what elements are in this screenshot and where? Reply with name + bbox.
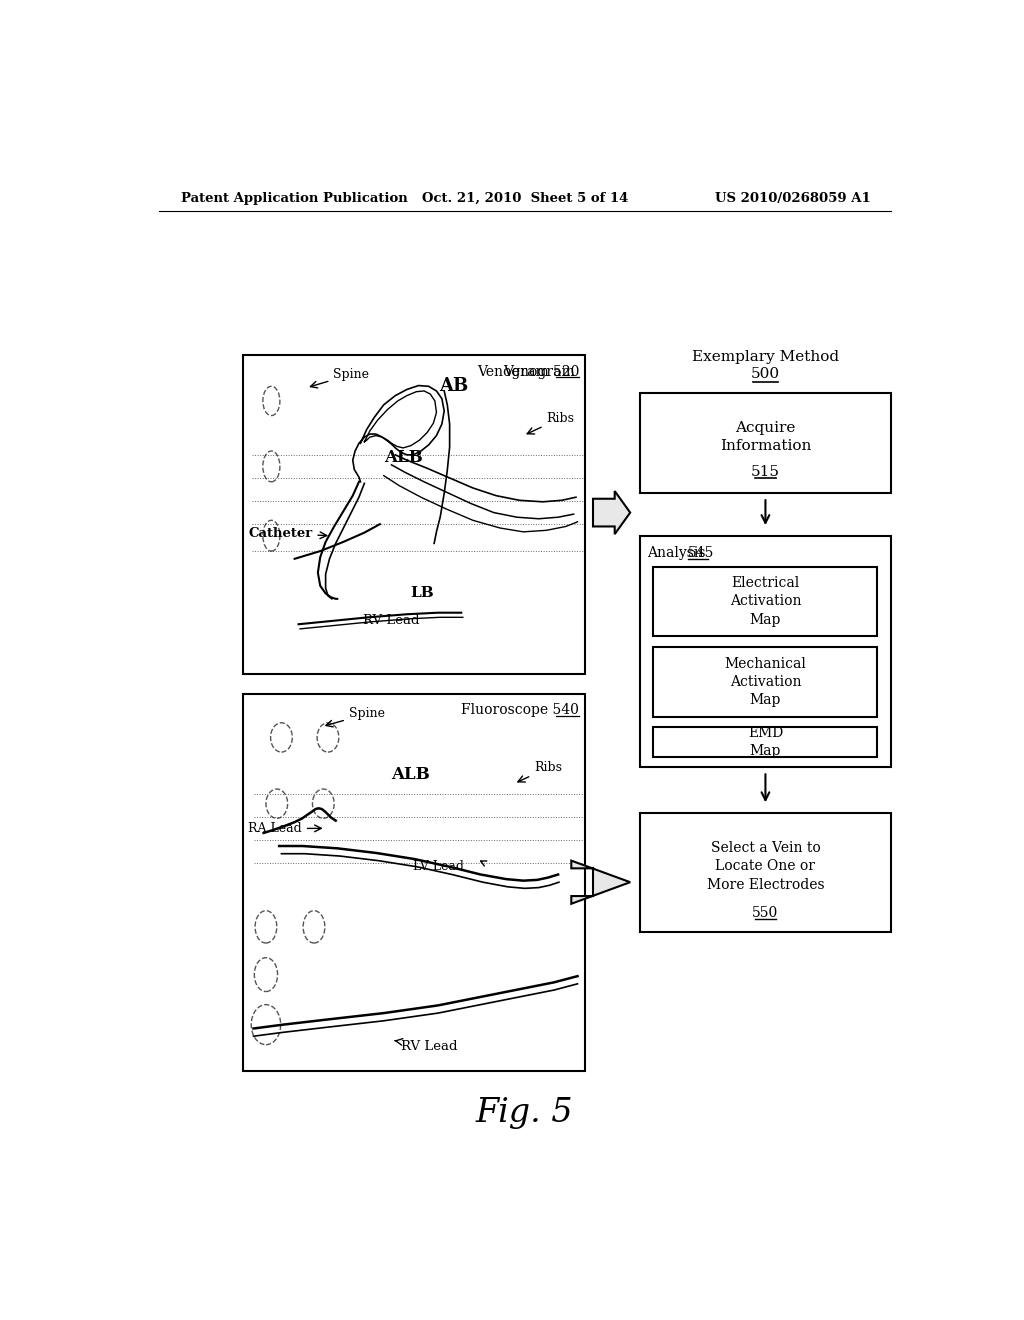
Polygon shape bbox=[593, 491, 630, 535]
Text: 515: 515 bbox=[751, 465, 780, 479]
Text: AB: AB bbox=[439, 376, 468, 395]
Text: 500: 500 bbox=[751, 367, 780, 381]
Text: Ribs: Ribs bbox=[527, 412, 574, 434]
Text: Analysis: Analysis bbox=[647, 545, 710, 560]
Bar bbox=[243, 693, 586, 1071]
Bar bbox=[640, 536, 891, 767]
Text: RA Lead: RA Lead bbox=[248, 822, 322, 836]
Polygon shape bbox=[571, 861, 630, 904]
Bar bbox=[640, 813, 891, 932]
Text: EMD
Map: EMD Map bbox=[748, 726, 783, 758]
Text: Venogram 520: Venogram 520 bbox=[477, 364, 579, 379]
Text: 545: 545 bbox=[687, 545, 714, 560]
Text: Acquire
Information: Acquire Information bbox=[720, 421, 811, 453]
Bar bbox=[243, 355, 586, 675]
Text: Exemplary Method: Exemplary Method bbox=[692, 350, 839, 364]
Text: Spine: Spine bbox=[310, 368, 370, 388]
Text: RV Lead: RV Lead bbox=[364, 614, 420, 627]
Text: LV Lead: LV Lead bbox=[414, 861, 464, 874]
Text: Catheter: Catheter bbox=[248, 527, 327, 540]
Text: Fluoroscope 540: Fluoroscope 540 bbox=[461, 704, 579, 718]
Bar bbox=[653, 726, 878, 758]
Text: US 2010/0268059 A1: US 2010/0268059 A1 bbox=[715, 191, 870, 205]
Text: Select a Vein to
Locate One or
More Electrodes: Select a Vein to Locate One or More Elec… bbox=[707, 841, 824, 892]
Text: Spine: Spine bbox=[326, 708, 385, 727]
Text: Fig. 5: Fig. 5 bbox=[476, 1097, 573, 1129]
Text: ALB: ALB bbox=[384, 449, 423, 466]
Text: 550: 550 bbox=[753, 906, 778, 920]
Bar bbox=[653, 647, 878, 717]
Bar bbox=[653, 566, 878, 636]
Bar bbox=[640, 393, 891, 494]
Text: LB: LB bbox=[411, 586, 434, 601]
Text: Mechanical
Activation
Map: Mechanical Activation Map bbox=[725, 656, 806, 708]
Text: Electrical
Activation
Map: Electrical Activation Map bbox=[730, 576, 801, 627]
Text: ALB: ALB bbox=[391, 766, 430, 783]
Text: RV Lead: RV Lead bbox=[395, 1039, 458, 1053]
Text: Ribs: Ribs bbox=[518, 762, 562, 781]
Text: Venogram: Venogram bbox=[503, 364, 579, 379]
Text: Oct. 21, 2010  Sheet 5 of 14: Oct. 21, 2010 Sheet 5 of 14 bbox=[422, 191, 628, 205]
Text: Patent Application Publication: Patent Application Publication bbox=[180, 191, 408, 205]
